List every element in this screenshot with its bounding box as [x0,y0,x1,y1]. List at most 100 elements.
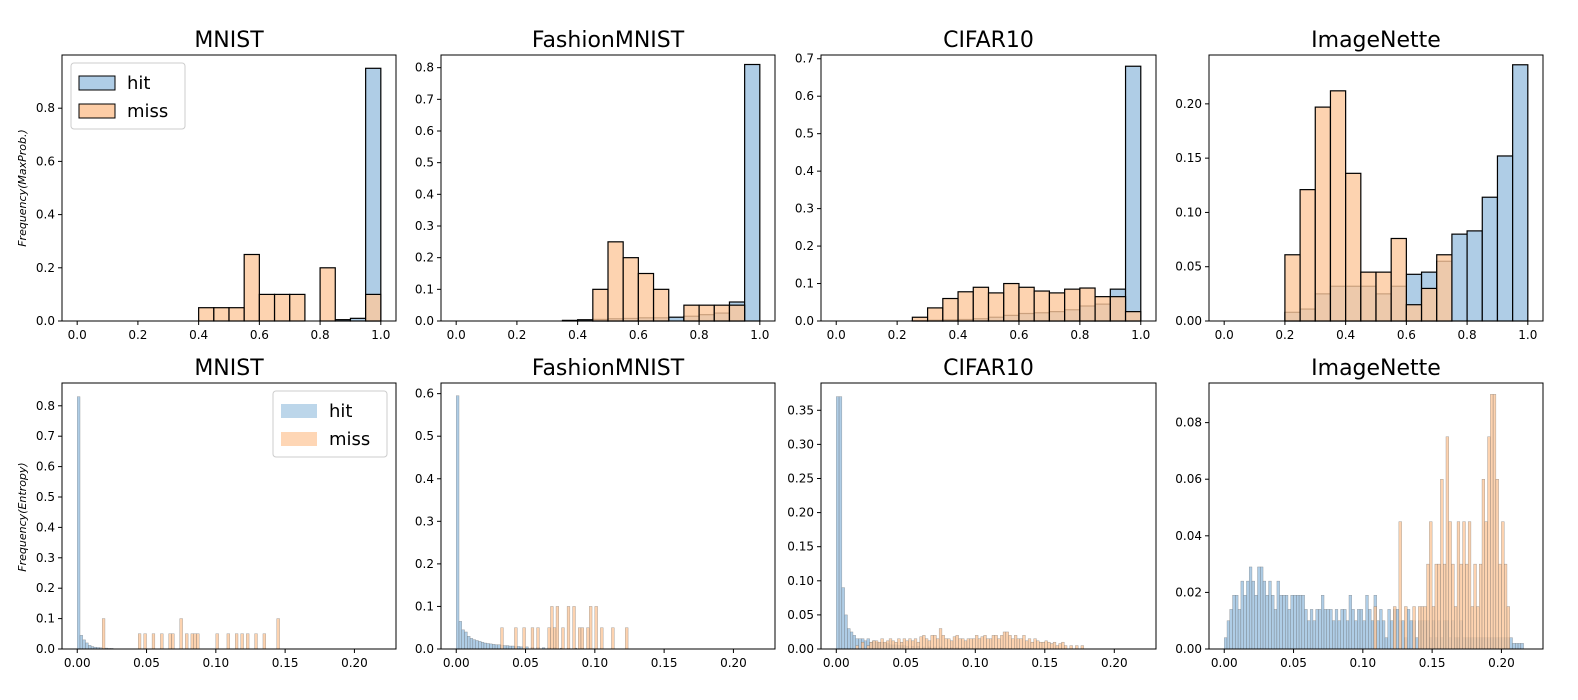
bar-hit [1282,595,1286,650]
bar-miss [1124,311,1142,322]
y-tick-label: 0.6 [415,124,434,138]
bar-miss [1064,645,1068,650]
x-tick-label: 0.15 [272,656,299,670]
x-tick-label: 0.0 [827,328,846,342]
bar-miss [980,636,984,650]
bar-hit [1390,620,1394,650]
axes-frame [61,382,397,650]
bar-hit [1370,620,1375,650]
bar-hit [1323,609,1328,650]
series-miss [101,618,280,650]
bar-miss [911,640,915,650]
bar-hit [1304,609,1308,650]
bar-miss [622,257,639,322]
y-tick-label: 0.4 [795,164,814,178]
x-tick-label: 0.00 [1211,656,1238,670]
bar-miss [875,640,879,650]
bar-miss [193,633,197,650]
bar-hit [1265,595,1269,650]
bar-miss [1375,271,1392,322]
bar-miss [1033,290,1051,322]
bar-hit [1226,620,1230,650]
bar-hit [1379,609,1383,650]
panel-fashionmnist-maxprob: FashionMNIST 0.0 0.2 0.4 0.6 0.8 1.0 0.0 0.1 0.2 0… [415,28,776,342]
bar-hit [1368,609,1372,650]
bar-miss [955,635,959,650]
bar-hit [1334,609,1339,650]
bar-hit [1517,643,1522,650]
bar-miss [1456,521,1461,650]
x-tick-label: 1.0 [371,328,390,342]
bar-hit [88,645,92,650]
bar-miss [262,633,266,650]
bar-hit [1273,609,1278,650]
bar-miss [1027,638,1032,650]
bar-hit [838,396,843,650]
bar-hit [1229,609,1233,650]
panel-title: ImageNette [1311,28,1441,53]
bar-miss [536,627,540,650]
bar-hit [1260,566,1264,650]
panel-imagenette-maxprob: ImageNette 0.0 0.2 0.4 0.6 0.8 1.0 0.00 0.05 0.10… [1175,28,1544,342]
bar-miss [185,633,189,650]
x-tick-label: 0.6 [629,328,648,342]
x-tick-label: 0.15 [1031,656,1058,670]
bar-hit [1268,580,1272,650]
x-tick-label: 0.15 [651,656,678,670]
axes-frame [440,382,776,650]
bar-miss [1481,479,1485,650]
legend-label-miss: miss [329,429,370,450]
y-tick-label: 0.4 [415,187,434,201]
x-tick-label: 0.05 [512,656,539,670]
bar-miss [1390,237,1407,322]
bar-miss [1501,521,1505,650]
bar-miss [1000,635,1004,650]
bar-miss [625,627,629,650]
x-tick-label: 0.8 [690,328,709,342]
row-ylabel-entropy: Frequency(Entropy) [16,462,29,571]
bar-hit [79,635,83,650]
bar-miss [947,638,951,650]
bar-miss [1055,645,1059,650]
panel-title: CIFAR10 [943,28,1034,53]
legend-label-hit: hit [329,401,352,422]
bar-miss [572,606,576,650]
bar-miss [919,636,923,650]
bar-miss [1445,436,1449,650]
bar-miss [1373,606,1377,650]
bar-hit [1337,620,1341,650]
bar-hit [1512,64,1529,322]
x-tick-label: 0.15 [1419,656,1446,670]
bar-hit [77,396,81,650]
bar-miss [1443,563,1447,650]
bar-miss [228,307,245,322]
bar-miss [1329,90,1347,322]
bar-miss [138,633,142,650]
y-tick-label: 0.04 [1175,529,1202,543]
x-tick-label: 1.0 [750,328,769,342]
bar-miss [1429,521,1433,650]
y-tick-label: 0.2 [36,261,55,275]
bar-hit [1298,595,1303,650]
bar-hit [492,644,496,650]
bar-miss [1420,287,1438,322]
panel-title: ImageNette [1311,356,1441,381]
bar-miss [942,297,959,322]
bar-hit [1348,595,1352,650]
x-tick-label: 0.20 [1488,656,1515,670]
bar-miss [1459,563,1463,650]
bar-miss [950,640,954,650]
bar-miss [975,635,979,650]
panel-mnist-maxprob: MNIST 0.0 0.2 0.4 0.6 0.8 1.0 0.0 0.2 0.4 0.6 0.8 hi… [36,28,397,342]
bar-miss [522,627,526,650]
x-tick-label: 0.10 [202,656,229,670]
bar-miss [1061,641,1065,650]
bar-hit [1496,155,1514,322]
y-tick-label: 0.3 [415,514,434,528]
bar-miss [1437,563,1441,650]
bar-miss [289,293,306,322]
bar-miss [1487,436,1491,650]
bar-hit [1520,643,1524,650]
bar-hit [467,636,471,650]
series-hit [911,65,1142,322]
